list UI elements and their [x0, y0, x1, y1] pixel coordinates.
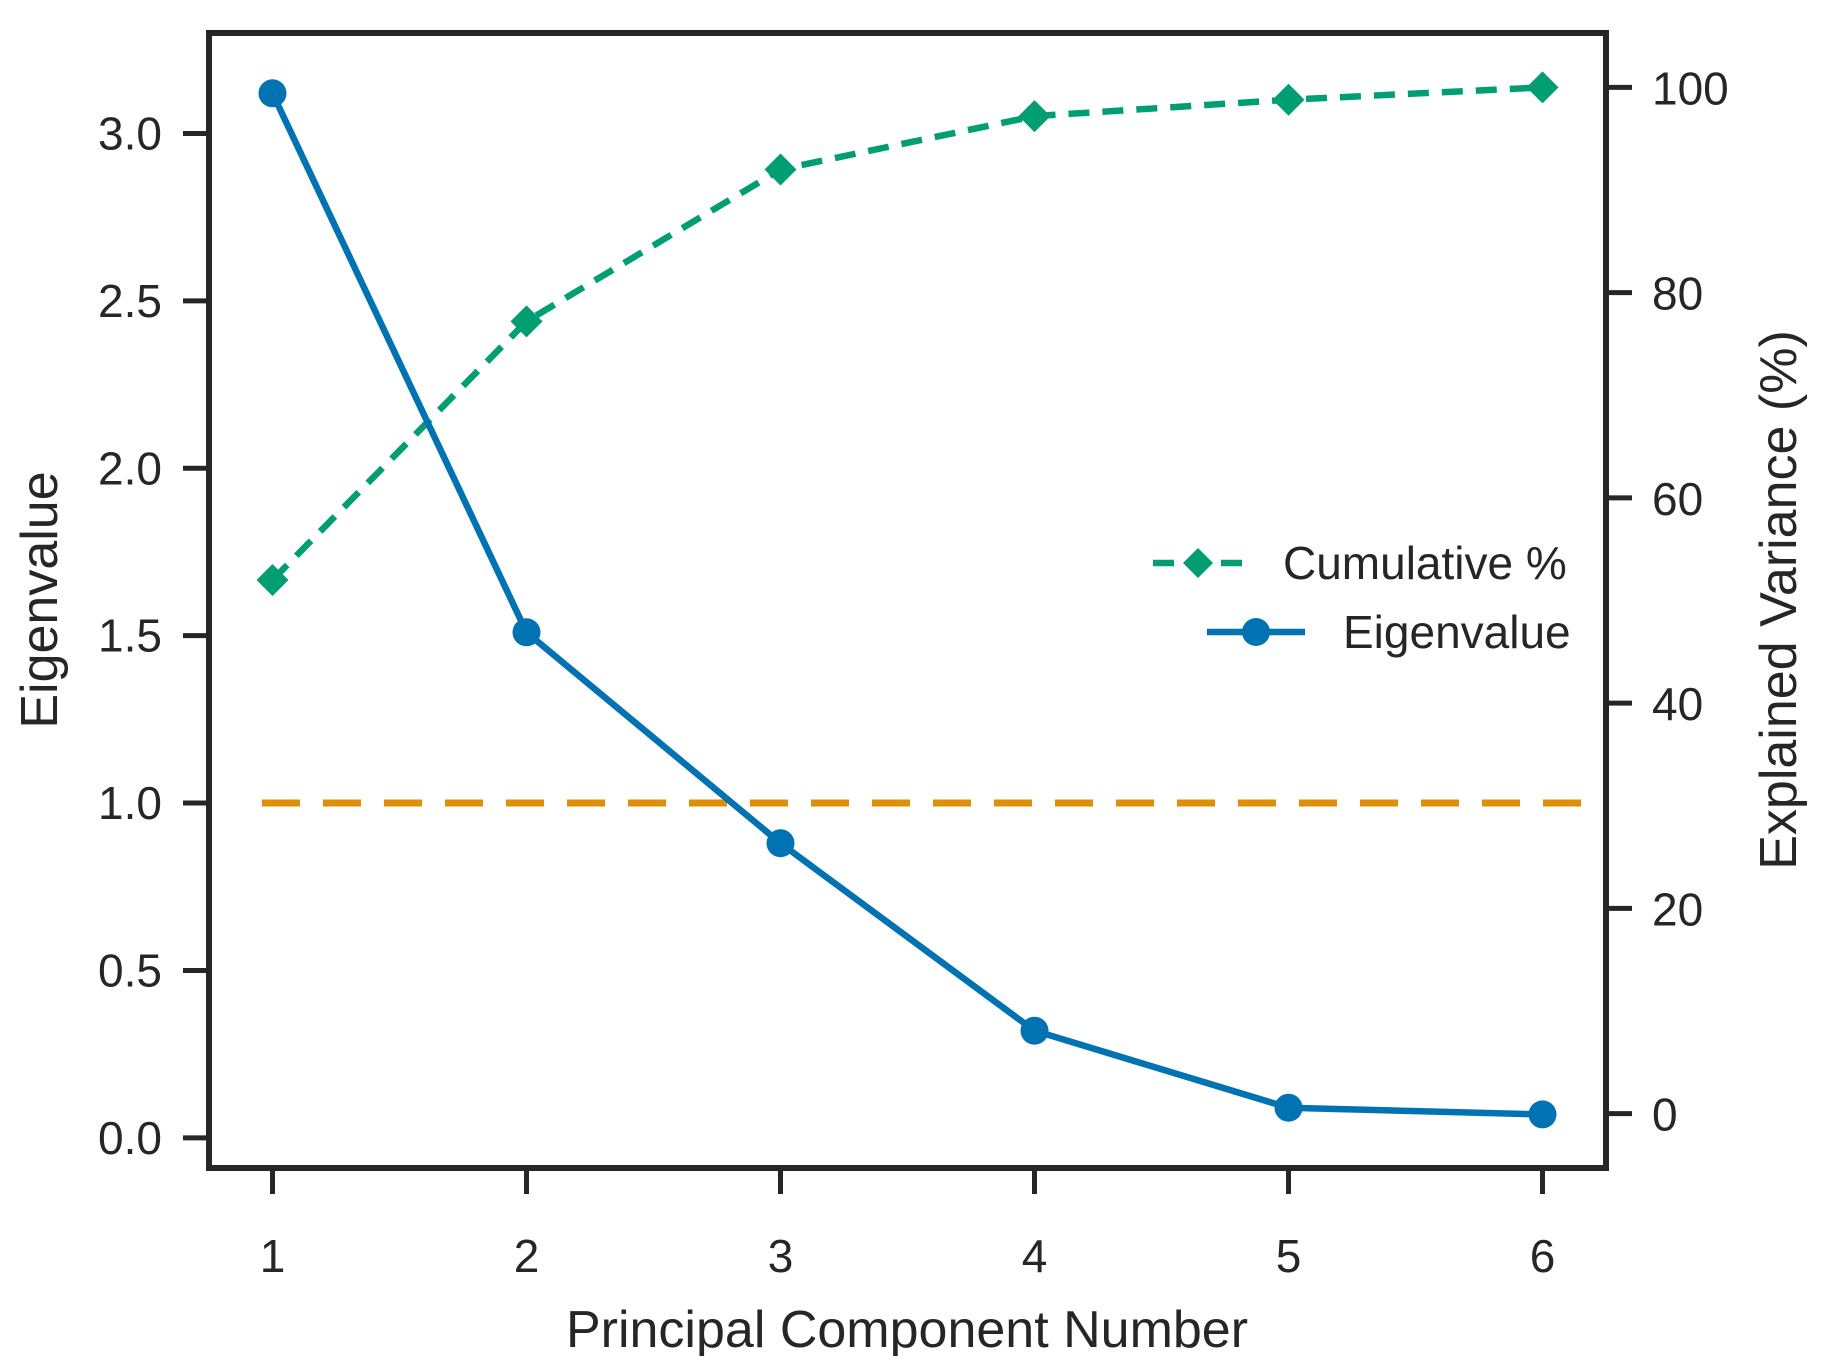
y-left-tick-label: 0.5: [98, 944, 162, 996]
diamond-marker: [1526, 71, 1559, 104]
x-tick-label: 6: [1530, 1230, 1556, 1282]
legend: Cumulative % Eigenvalue: [1153, 537, 1571, 658]
dashed-line: [270, 84, 1543, 583]
x-axis-title: Principal Component Number: [566, 1301, 1248, 1356]
circle-marker: [1274, 1093, 1303, 1122]
diamond-marker: [1272, 83, 1305, 116]
y-right-tick-label: 100: [1652, 62, 1729, 114]
y-right-tick-label: 40: [1652, 678, 1703, 730]
x-tick-label: 5: [1276, 1230, 1302, 1282]
circle-marker: [1528, 1100, 1557, 1129]
circle-marker: [766, 829, 795, 858]
circle-marker: [258, 79, 287, 108]
legend-entry-eigenvalue: Eigenvalue: [1207, 606, 1571, 658]
y-left-tick-label: 1.0: [98, 777, 162, 829]
x-tick-label: 3: [768, 1230, 794, 1282]
series-group: [256, 71, 1559, 1129]
y-right-tick-label: 60: [1652, 473, 1703, 525]
y-axis-title-left: Eigenvalue: [11, 471, 69, 728]
solid-line: [269, 91, 1543, 1118]
y-left-tick-label: 0.0: [98, 1112, 162, 1164]
diamond-marker: [764, 153, 797, 186]
legend-entry-cumulative-: Cumulative %: [1153, 537, 1567, 589]
series-cumulative-: [256, 71, 1559, 596]
legend-label: Cumulative %: [1283, 537, 1567, 589]
diamond-marker: [256, 563, 289, 596]
legend-label: Eigenvalue: [1343, 606, 1571, 658]
y-axis-title-right: Explained Variance (%): [1750, 330, 1808, 870]
circle-marker: [512, 618, 541, 647]
diamond-marker: [510, 305, 543, 338]
plot-border: [206, 30, 1609, 1171]
diamond-marker: [1018, 100, 1051, 133]
x-tick-label: 1: [260, 1230, 286, 1282]
y-left-tick-label: 1.5: [98, 610, 162, 662]
x-tick-label: 4: [1022, 1230, 1048, 1282]
y-right-tick-label: 80: [1652, 268, 1703, 320]
axes-group: 1 2 3 4 5 6 0.0 0.5 1.0 1.5 2.0 2.5 3.0 0 20 40 60 80 100: [98, 30, 1729, 1282]
series-eigenvalue: [258, 79, 1557, 1129]
y-left-tick-label: 3.0: [98, 107, 162, 159]
y-right-tick-label: 0: [1652, 1089, 1678, 1141]
y-left-tick-label: 2.0: [98, 442, 162, 494]
legend-diamond-icon: [1183, 548, 1213, 578]
x-tick-label: 2: [514, 1230, 540, 1282]
legend-circle-icon: [1242, 618, 1270, 646]
y-right-tick-label: 20: [1652, 883, 1703, 935]
circle-marker: [1020, 1016, 1049, 1045]
y-left-tick-label: 2.5: [98, 275, 162, 327]
